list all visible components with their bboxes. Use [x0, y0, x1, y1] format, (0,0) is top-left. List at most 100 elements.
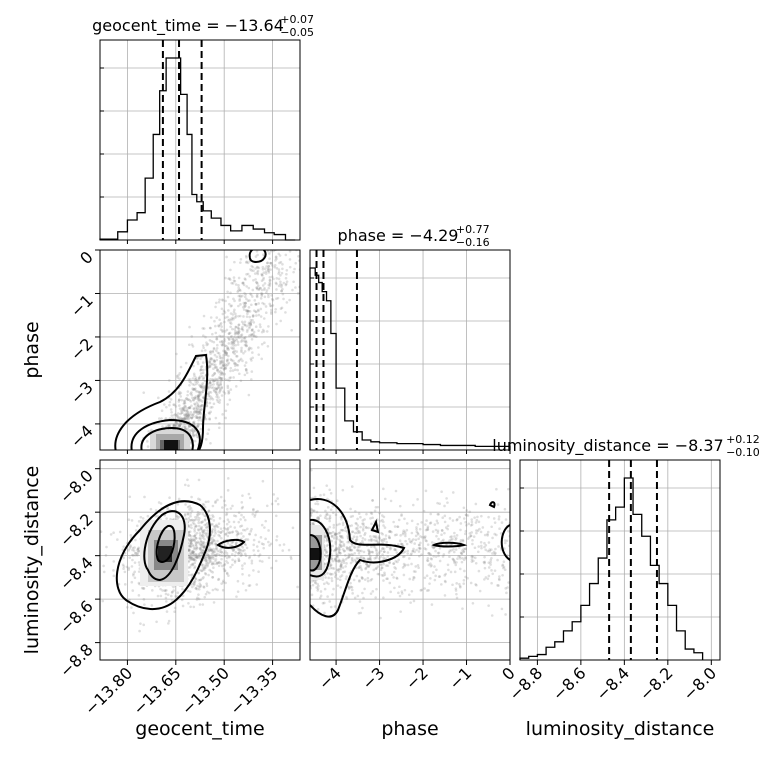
scatter-point	[128, 547, 132, 550]
scatter-point	[353, 545, 356, 549]
scatter-point	[197, 395, 201, 398]
scatter-point	[407, 537, 411, 541]
contour-2	[155, 524, 176, 563]
scatter-point	[316, 587, 320, 590]
scatter-point	[211, 575, 215, 579]
scatter-point	[329, 564, 333, 567]
scatter-point	[257, 309, 260, 313]
scatter-point	[163, 589, 167, 592]
scatter-point	[324, 549, 328, 552]
scatter-point	[261, 301, 264, 305]
scatter-point	[165, 405, 168, 409]
scatter-point	[230, 358, 234, 362]
scatter-point	[380, 531, 383, 535]
scatter-point	[178, 425, 182, 428]
scatter-point	[187, 470, 190, 473]
scatter-point	[330, 579, 334, 583]
scatter-point	[362, 596, 365, 600]
scatter-point	[233, 368, 237, 372]
scatter-point	[454, 538, 457, 541]
scatter-point	[172, 585, 175, 589]
scatter-point	[131, 589, 135, 592]
density-cell	[158, 546, 172, 562]
scatter-point	[262, 330, 266, 333]
scatter-point	[215, 524, 219, 528]
x-tick-label-phase-1: −3	[358, 663, 388, 693]
scatter-point	[220, 339, 224, 343]
scatter-point	[369, 539, 373, 542]
scatter-point	[245, 546, 249, 550]
scatter-point	[213, 389, 216, 393]
scatter-point	[375, 566, 378, 570]
scatter-point	[291, 288, 294, 292]
scatter-point	[194, 541, 198, 544]
scatter-point	[259, 297, 263, 300]
scatter-point	[227, 555, 231, 558]
scatter-point	[362, 550, 366, 554]
scatter-point	[168, 496, 171, 500]
scatter-point	[285, 280, 289, 283]
scatter-point	[189, 605, 192, 609]
scatter-point	[136, 552, 139, 556]
scatter-point	[225, 359, 229, 362]
scatter-point	[243, 373, 247, 377]
scatter-point	[198, 410, 201, 414]
scatter-point	[268, 276, 272, 279]
scatter-point	[382, 550, 386, 554]
scatter-point	[341, 536, 344, 540]
scatter-point	[425, 539, 428, 543]
scatter-point	[182, 406, 185, 410]
scatter-point	[278, 246, 281, 249]
scatter-point	[234, 542, 238, 545]
scatter-point	[130, 519, 134, 522]
scatter-point	[195, 408, 199, 411]
scatter-point	[274, 255, 278, 258]
scatter-point	[503, 547, 506, 550]
scatter-point	[412, 547, 415, 551]
scatter-point	[342, 561, 346, 565]
scatter-point	[344, 565, 347, 568]
scatter-point	[202, 376, 206, 380]
scatter-point	[274, 259, 277, 262]
scatter-point	[189, 514, 192, 518]
scatter-point	[134, 551, 138, 555]
scatter-point	[200, 374, 204, 378]
scatter-point	[201, 536, 204, 539]
scatter-point	[426, 589, 429, 592]
scatter-point	[193, 527, 196, 531]
scatter-point	[240, 320, 244, 324]
scatter-point	[218, 391, 221, 394]
scatter-point	[411, 578, 415, 581]
scatter-point	[179, 455, 182, 458]
scatter-point	[214, 543, 218, 547]
scatter-point	[194, 433, 197, 437]
scatter-point	[335, 554, 339, 557]
scatter-point	[333, 532, 337, 536]
scatter-point	[331, 505, 334, 508]
scatter-point	[402, 529, 405, 532]
scatter-point	[232, 344, 235, 347]
scatter-point	[220, 386, 224, 390]
scatter-point	[199, 357, 202, 361]
scatter-point	[470, 523, 474, 526]
scatter-point	[212, 363, 215, 366]
scatter-point	[381, 532, 384, 536]
scatter-point	[494, 547, 497, 551]
scatter-point	[350, 524, 353, 527]
scatter-point	[257, 329, 260, 332]
scatter-point	[257, 554, 261, 558]
scatter-point	[159, 587, 162, 591]
scatter-point	[227, 332, 231, 335]
scatter-point	[177, 425, 181, 428]
scatter-point	[402, 551, 405, 554]
scatter-point	[252, 321, 256, 324]
scatter-point	[132, 549, 136, 552]
scatter-point	[215, 355, 219, 359]
scatter-point	[347, 546, 351, 550]
scatter-point	[244, 368, 248, 371]
scatter-point	[199, 542, 202, 546]
scatter-point	[191, 398, 195, 402]
scatter-point	[172, 518, 176, 521]
scatter-point	[201, 400, 204, 403]
scatter-point	[323, 611, 326, 615]
